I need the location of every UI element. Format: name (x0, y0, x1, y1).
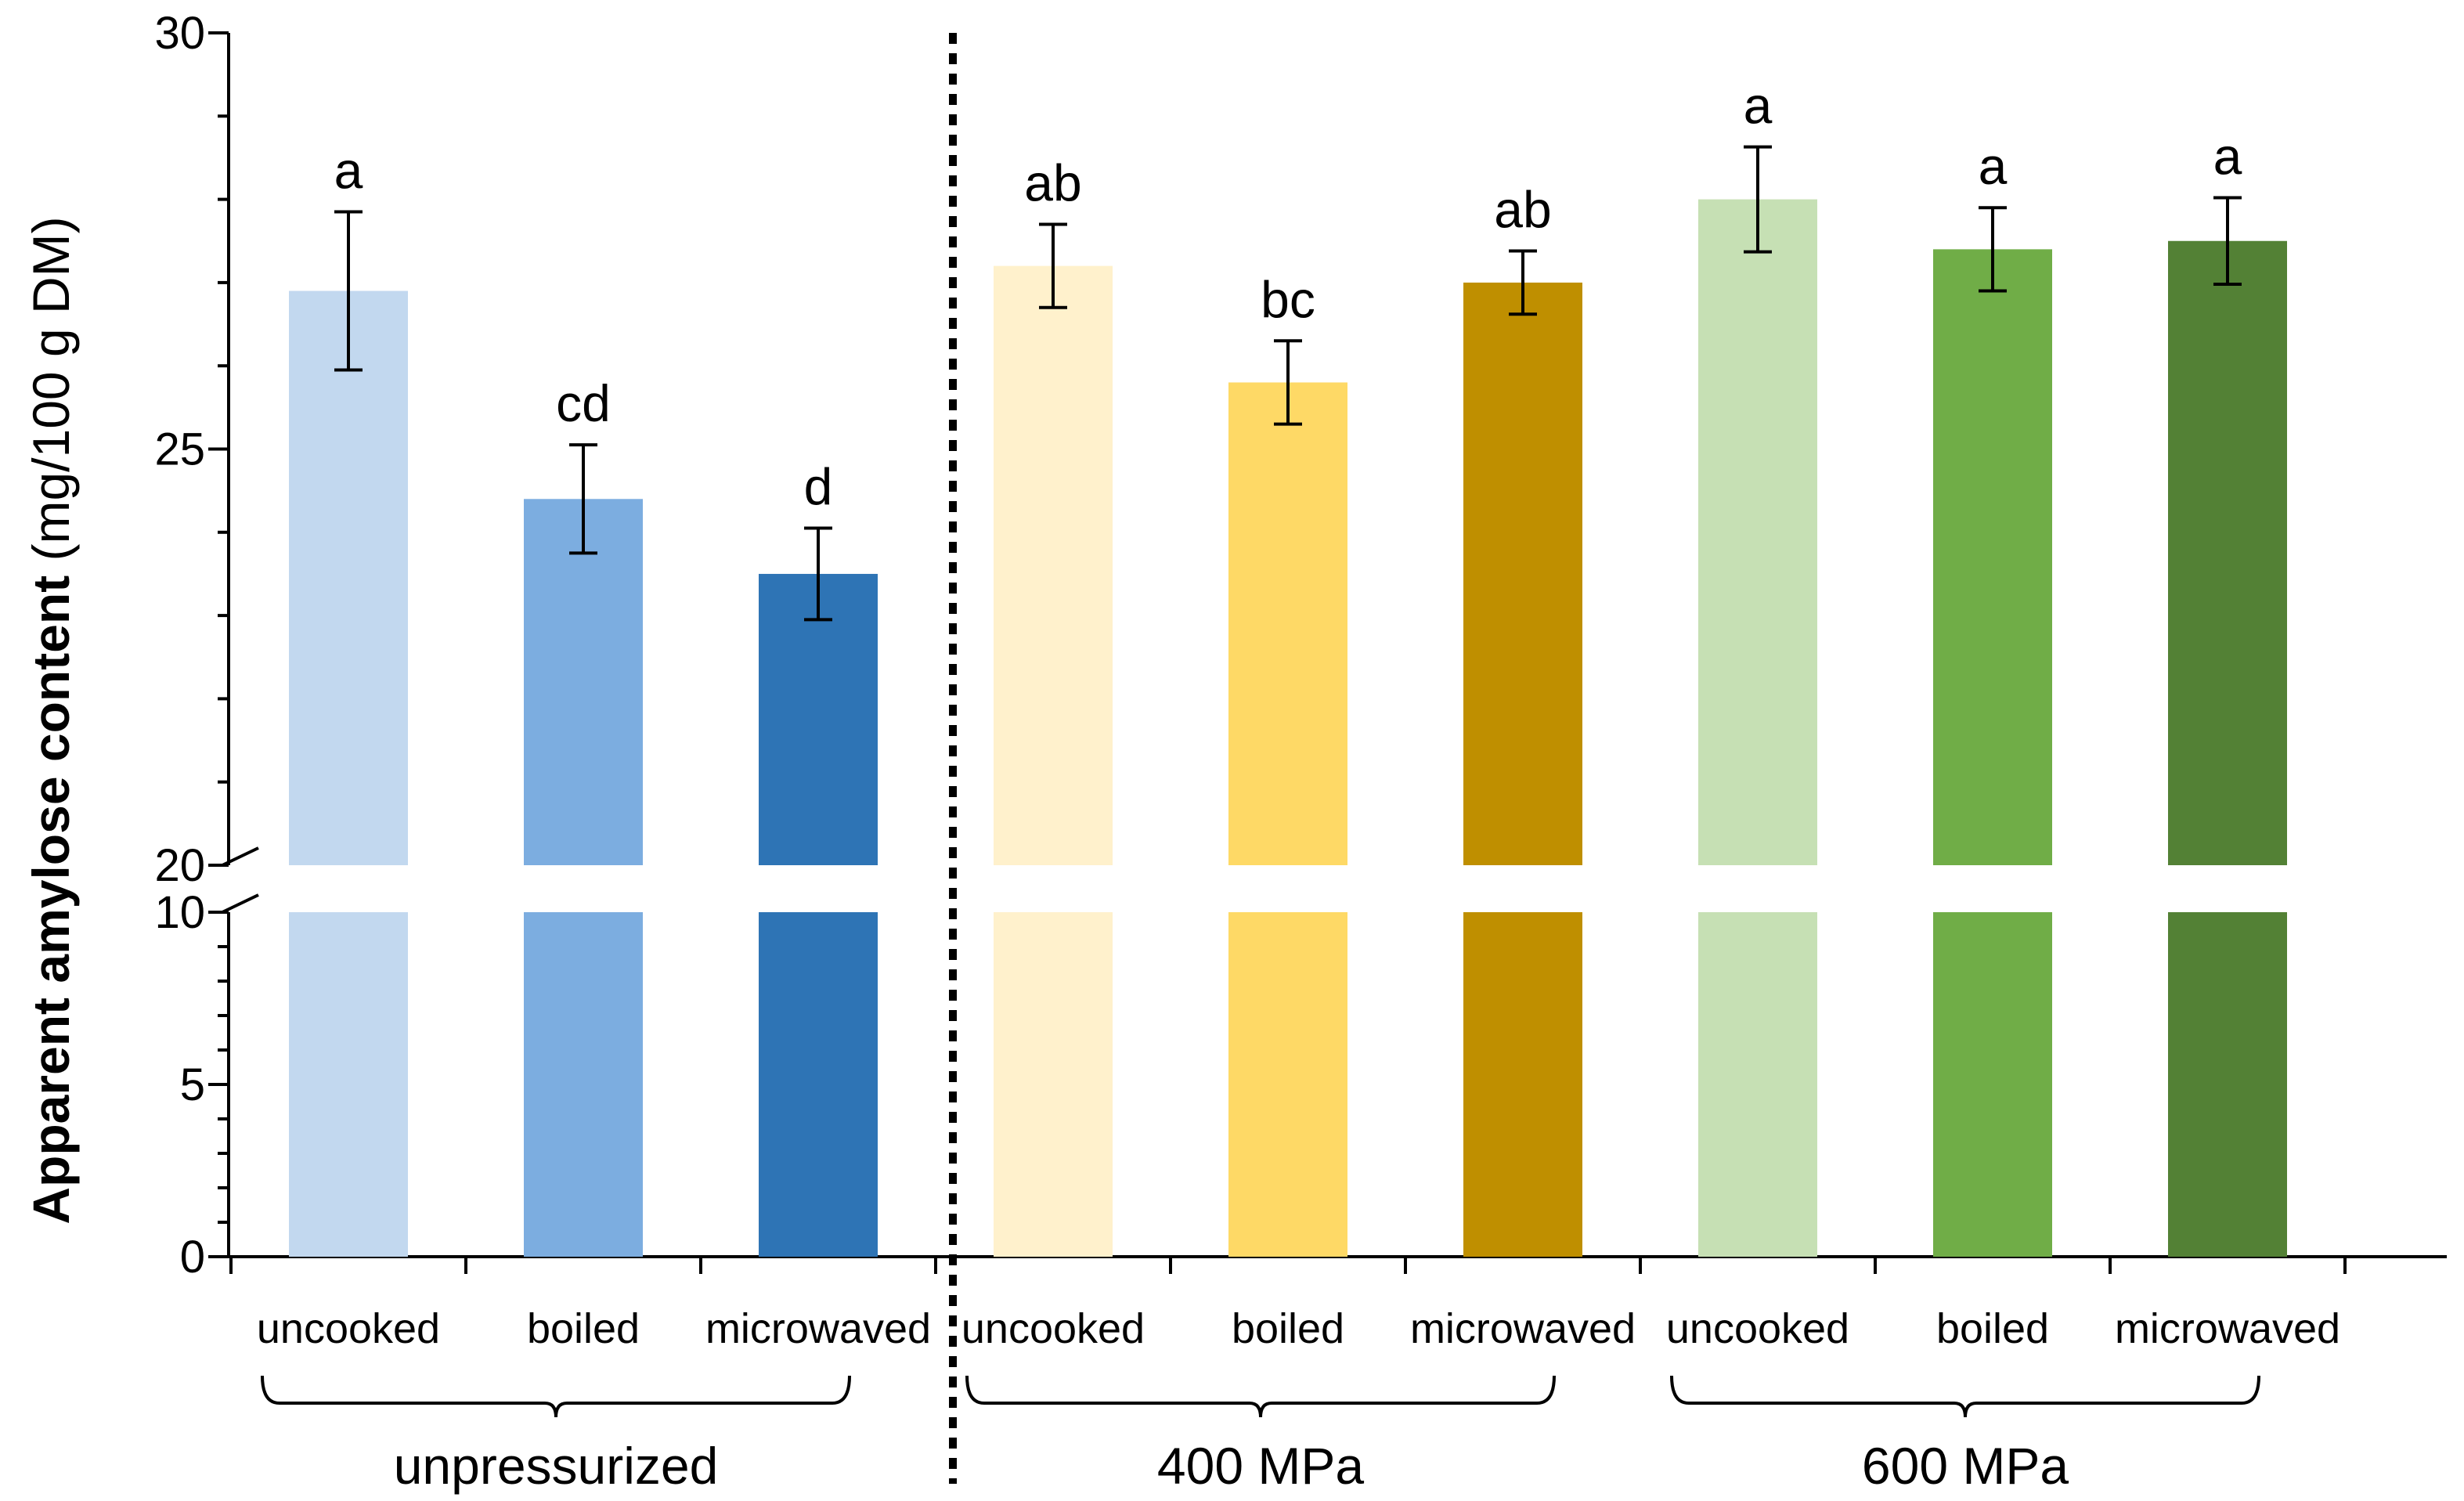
bar-lower-segment (289, 912, 408, 1257)
significance-label: bc (1261, 270, 1315, 328)
category-label: uncooked (1666, 1305, 1849, 1352)
significance-labels: a cd d ab bc ab a a a (334, 77, 2242, 516)
bar-upper-segment (1463, 282, 1582, 865)
bar-lower-segment (1698, 912, 1817, 1257)
bar-upper-segment (994, 265, 1113, 865)
bar-lower-segment (759, 912, 878, 1257)
category-label: boiled (1232, 1305, 1344, 1352)
category-label: microwaved (705, 1305, 931, 1352)
bar-upper-segment (1698, 199, 1817, 866)
bar-upper-segment (524, 499, 643, 865)
category-labels: uncooked boiled microwaved uncooked boiled mi… (257, 1305, 2340, 1352)
group-bracket (261, 1375, 851, 1418)
category-label: uncooked (257, 1305, 440, 1352)
axis-break-mark-lower (222, 893, 259, 914)
y-tick-label: 30 (154, 8, 205, 59)
group-bracket (1670, 1375, 2260, 1418)
error-bars (334, 145, 2242, 622)
significance-label: a (1744, 77, 1773, 135)
significance-label: a (334, 142, 363, 200)
bar-upper-segment (759, 573, 878, 865)
bar-lower-segment (2168, 912, 2287, 1257)
y-axis-title-unit: (mg/100 g DM) (22, 216, 80, 575)
significance-label: ab (1024, 153, 1081, 211)
bar-lower-segment (1463, 912, 1582, 1257)
category-label: microwaved (1410, 1305, 1636, 1352)
bar-lower-segment (1933, 912, 2052, 1257)
y-tick-label: 25 (154, 424, 205, 475)
y-axis-title: Apparent amylose content (mg/100 g DM) (22, 216, 80, 1224)
y-tick-label: 5 (180, 1059, 205, 1110)
bar-upper-segment (289, 290, 408, 865)
category-label: uncooked (961, 1305, 1145, 1352)
bar-lower-segment (1228, 912, 1347, 1257)
group-bracket (965, 1375, 1556, 1418)
bar-upper-segment (1933, 249, 2052, 865)
y-axis-title-bold: Apparent amylose content (22, 576, 80, 1225)
axis-break-mark-upper (222, 846, 259, 867)
significance-label: a (1979, 137, 2008, 195)
group-label: unpressurized (394, 1437, 719, 1495)
bar-lower-segment (524, 912, 643, 1257)
significance-label: ab (1494, 181, 1551, 239)
bar-lower-segment (994, 912, 1113, 1257)
significance-label: a (2213, 127, 2242, 185)
group-brackets: unpressurized 400 MPa 600 MPa (261, 1375, 2260, 1495)
category-label: boiled (527, 1305, 640, 1352)
y-tick-label: 10 (154, 887, 205, 938)
group-label: 600 MPa (1862, 1437, 2069, 1495)
y-tick-label: 0 (180, 1232, 205, 1283)
bar-upper-segment (2168, 240, 2287, 865)
significance-label: d (804, 457, 833, 515)
y-tick-label: 20 (154, 840, 205, 891)
bar-upper-segment (1228, 382, 1347, 866)
significance-label: cd (556, 374, 611, 432)
category-label: boiled (1936, 1305, 2049, 1352)
group-label: 400 MPa (1157, 1437, 1364, 1495)
category-label: microwaved (2115, 1305, 2340, 1352)
bars (289, 199, 2287, 1257)
